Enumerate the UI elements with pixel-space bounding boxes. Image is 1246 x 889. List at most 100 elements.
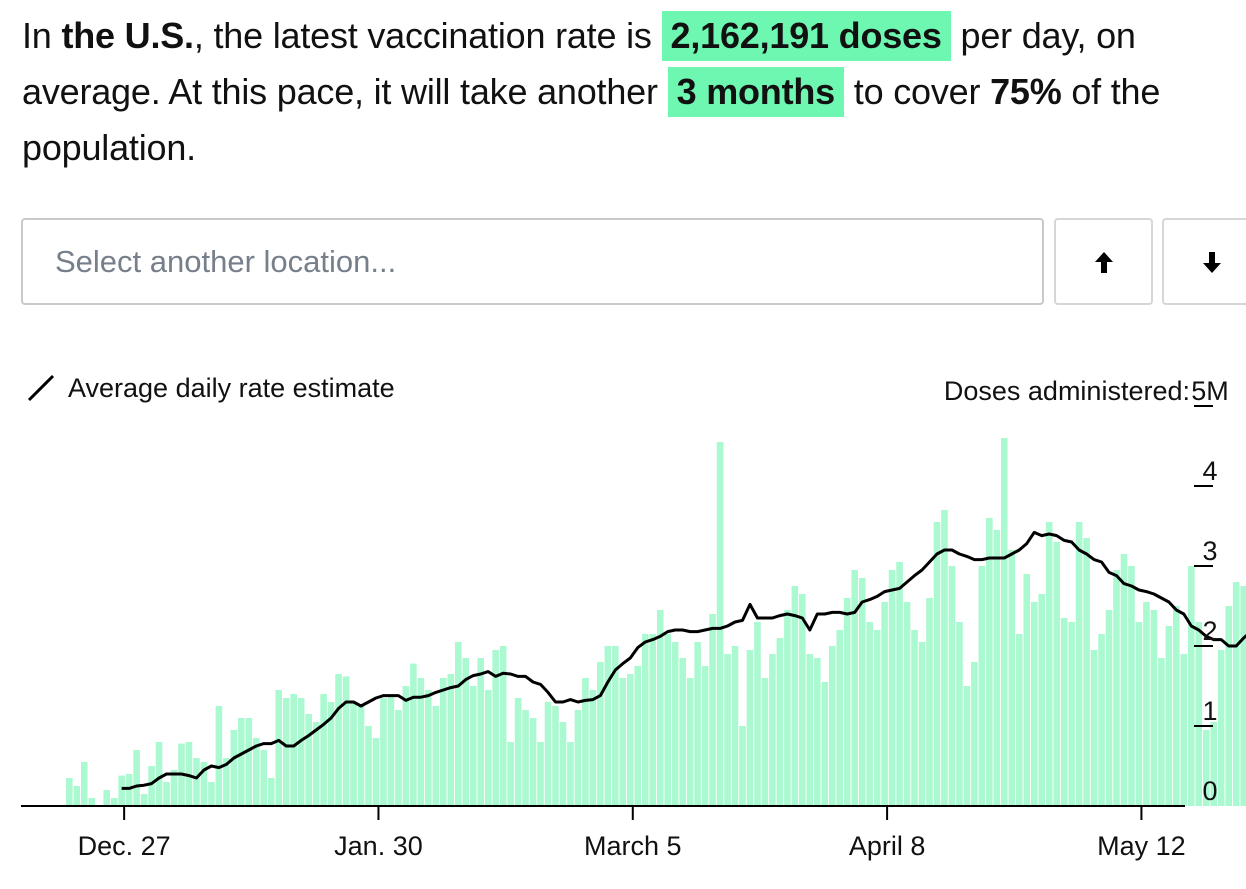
daily-doses-bar [507, 742, 514, 806]
daily-doses-bar [552, 706, 559, 806]
daily-doses-bar [290, 694, 297, 806]
headline-text: to cover [844, 71, 991, 112]
daily-doses-bar [469, 686, 477, 806]
daily-doses-bar [604, 646, 612, 806]
daily-doses-bar [731, 646, 739, 806]
daily-doses-bar [1135, 622, 1143, 806]
daily-doses-bar [410, 663, 417, 806]
target-percent: 75% [990, 71, 1062, 112]
daily-doses-bar [275, 690, 283, 806]
daily-doses-bar [971, 662, 978, 806]
daily-doses-bar [425, 690, 432, 806]
daily-doses-bar [656, 610, 664, 806]
daily-doses-bar [110, 798, 118, 806]
daily-doses-bar [477, 658, 484, 806]
daily-doses-bar [926, 598, 933, 806]
daily-doses-bar [537, 742, 544, 806]
daily-doses-bar [185, 742, 193, 806]
headline-text: , the latest vaccination rate is [193, 15, 662, 56]
daily-doses-bar [66, 778, 73, 806]
daily-doses-bar [896, 562, 903, 806]
daily-doses-bar [671, 642, 679, 806]
time-remaining-highlight: 3 months [667, 67, 844, 117]
daily-doses-bar [140, 794, 148, 806]
daily-doses-bar [1120, 554, 1128, 806]
daily-doses-bar [1143, 602, 1150, 806]
daily-doses-bar [1105, 610, 1113, 806]
x-tick-label: Jan. 30 [334, 831, 423, 861]
daily-doses-bar [963, 686, 971, 806]
headline-text: per day, on average. At this pace, it wi… [22, 15, 1136, 112]
daily-doses-bar [986, 518, 993, 806]
daily-doses-bar [1195, 622, 1203, 806]
daily-doses-bar [305, 714, 312, 806]
previous-location-button[interactable] [1054, 218, 1153, 305]
daily-doses-bar [125, 774, 133, 806]
daily-doses-bar [1217, 650, 1225, 806]
daily-doses-bar [1030, 602, 1038, 806]
daily-doses-bar [574, 710, 582, 806]
daily-doses-bar [1232, 582, 1240, 806]
daily-doses-bar [1225, 606, 1232, 806]
daily-doses-bar [1158, 658, 1165, 806]
daily-doses-bar [619, 678, 627, 806]
daily-doses-bar [327, 702, 335, 806]
y-tick-label: 3 [1202, 536, 1217, 566]
location-search-input[interactable] [21, 218, 1044, 305]
daily-doses-bar [716, 442, 724, 806]
daily-doses-bar [200, 762, 208, 806]
daily-doses-bar [1045, 522, 1053, 806]
daily-doses-bar [484, 690, 492, 806]
headline-sentence: In the U.S., the latest vaccination rate… [22, 8, 1232, 176]
y-tick-label: 5M [1191, 376, 1229, 406]
daily-doses-bar [1113, 570, 1120, 806]
next-location-button[interactable] [1162, 218, 1246, 305]
daily-doses-bar [873, 630, 881, 806]
daily-doses-bar [387, 694, 395, 806]
daily-doses-bar [372, 738, 380, 806]
daily-doses-bar [843, 598, 851, 806]
daily-doses-bar [267, 778, 275, 806]
headline-text: of the population. [22, 71, 1161, 168]
daily-doses-bar [709, 614, 716, 806]
daily-doses-bar [312, 722, 320, 806]
daily-rate-highlight: 2,162,191 doses [661, 11, 951, 61]
daily-doses-bar [888, 570, 896, 806]
y-axis-title: Doses administered: [944, 376, 1190, 406]
daily-doses-bar [1240, 586, 1246, 806]
daily-doses-bar [282, 698, 290, 806]
daily-doses-bar [1150, 610, 1158, 806]
daily-doses-bar [799, 594, 806, 806]
daily-doses-bar [649, 634, 657, 806]
daily-doses-bar [858, 578, 866, 806]
daily-doses-bar [155, 742, 163, 806]
daily-doses-bar [956, 622, 963, 806]
legend-line-icon [27, 374, 55, 402]
daily-doses-bar [791, 586, 799, 806]
daily-doses-bar [1173, 606, 1180, 806]
daily-doses-bar [933, 522, 941, 806]
daily-doses-bar [462, 658, 470, 806]
daily-doses-bar [170, 770, 178, 806]
y-tick-label: 4 [1202, 456, 1217, 486]
daily-doses-bar [701, 666, 709, 806]
daily-doses-bar [245, 718, 253, 806]
daily-doses-bar [1075, 522, 1083, 806]
daily-doses-bar [1098, 634, 1105, 806]
daily-doses-bar [342, 676, 350, 806]
headline-text: In [22, 15, 62, 56]
daily-doses-bar [80, 762, 88, 806]
daily-doses-bar [215, 706, 223, 806]
daily-doses-bar [941, 510, 948, 806]
legend-label: Average daily rate estimate [68, 372, 395, 403]
daily-doses-bar [634, 666, 642, 806]
chart-legend: Average daily rate estimate [26, 368, 395, 408]
daily-doses-bar [664, 634, 671, 806]
daily-doses-bar [814, 658, 821, 806]
daily-doses-bar [948, 566, 956, 806]
daily-doses-bar [627, 674, 634, 806]
average-rate-line [121, 530, 1246, 790]
daily-doses-bar [193, 758, 200, 806]
